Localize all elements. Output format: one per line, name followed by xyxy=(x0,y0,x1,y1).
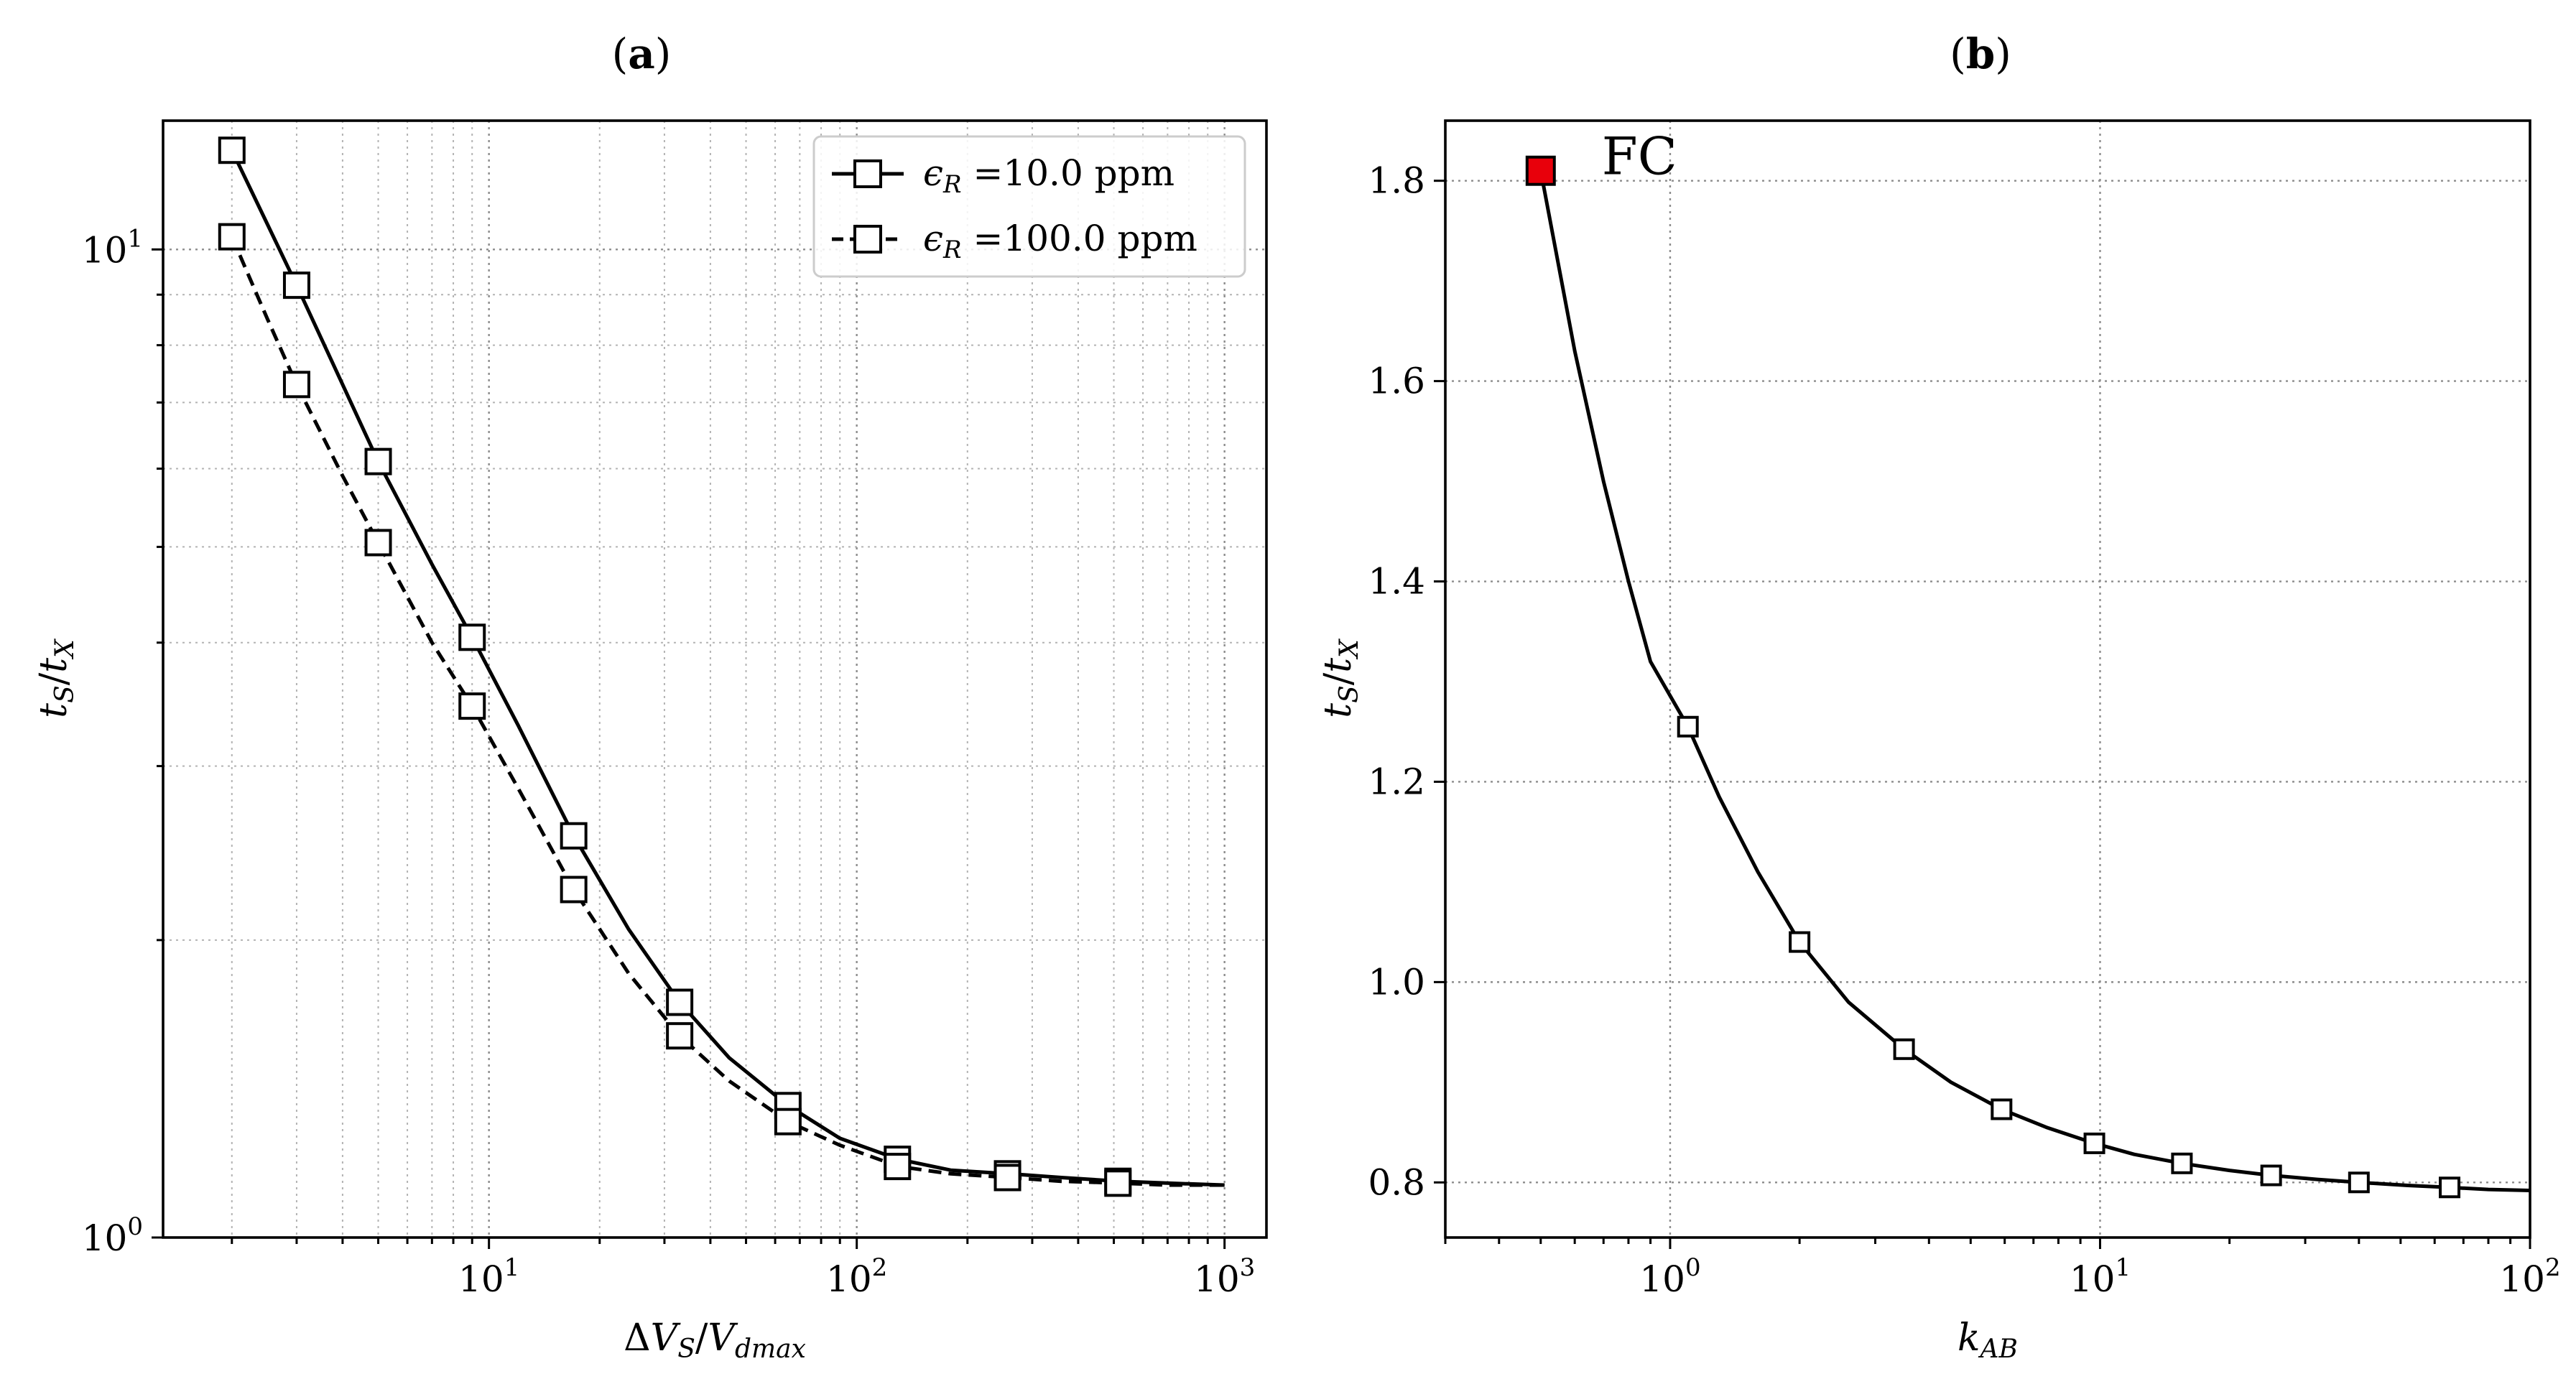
legend-label-eps10: ϵR =10.0 ppm xyxy=(923,152,1175,199)
panel-a-y-axis-label: tS/tX xyxy=(32,639,80,718)
data-point-eps10 xyxy=(666,988,694,1016)
data-point-eps100 xyxy=(774,1108,802,1136)
data-point-kab xyxy=(1789,931,1811,953)
fc-annotation: FC xyxy=(1602,126,1677,187)
data-point-eps100 xyxy=(993,1164,1021,1192)
y-tick-label: 1.4 xyxy=(1368,561,1425,603)
x-tick-label: 101 xyxy=(2070,1253,2131,1300)
panel-b: (b) 100 101 102 0.8 1.0 1.2 1.4 1.6 1.8 tS/tX kA… xyxy=(1317,29,2561,1364)
y-tick-label: 100 xyxy=(82,1212,143,1259)
panel-a-legend: ϵR =10.0 ppm ϵR =100.0 ppm xyxy=(812,135,1246,278)
legend-entry-eps100: ϵR =100.0 ppm xyxy=(832,218,1197,264)
panel-b-curves xyxy=(1539,170,2531,1192)
data-point-kab xyxy=(1893,1038,1915,1060)
data-point-eps100 xyxy=(282,371,310,399)
x-tick-label: 103 xyxy=(1194,1253,1255,1300)
data-point-kab xyxy=(2171,1152,2193,1174)
panel-b-y-axis-label: tS/tX xyxy=(1317,639,1364,718)
panel-a-ticks: 101 102 103 100 101 xyxy=(82,224,1256,1300)
data-point-kab xyxy=(2083,1132,2105,1154)
series-line-eps10 xyxy=(230,149,1225,1187)
panel-b-plot-frame xyxy=(1444,119,2531,1239)
panel-a-title: (a) xyxy=(612,29,672,78)
x-tick-label: 102 xyxy=(2499,1253,2560,1300)
panel-a-minor-grid xyxy=(163,121,1266,1238)
data-point-eps10 xyxy=(458,623,486,651)
data-point-eps10 xyxy=(218,136,246,164)
data-point-kab xyxy=(1677,715,1699,738)
data-point-eps10 xyxy=(282,271,310,300)
data-point-eps100 xyxy=(364,529,392,557)
legend-label-eps100: ϵR =100.0 ppm xyxy=(923,218,1197,264)
y-tick-label: 1.0 xyxy=(1368,961,1425,1003)
data-point-kab xyxy=(2348,1171,2370,1194)
data-point-eps100 xyxy=(1104,1169,1132,1197)
panel-a-title-letter: a xyxy=(628,29,655,78)
series-line-kab xyxy=(1539,170,2531,1192)
panel-b-title-letter: b xyxy=(1966,29,1996,78)
data-point-eps100 xyxy=(666,1022,694,1050)
x-tick-label: 101 xyxy=(458,1253,519,1300)
data-point-eps10 xyxy=(364,447,392,475)
panel-b-ticks: 100 101 102 0.8 1.0 1.2 1.4 1.6 1.8 xyxy=(1368,160,2560,1300)
x-tick-label: 102 xyxy=(826,1253,887,1300)
data-point-kab xyxy=(2439,1176,2461,1199)
data-point-kab xyxy=(1991,1098,2013,1120)
panel-a-curves xyxy=(230,149,1225,1187)
y-tick-label: 1.2 xyxy=(1368,761,1425,802)
data-point-eps100 xyxy=(884,1153,912,1181)
fc-highlight-point xyxy=(1525,155,1556,186)
data-point-kab xyxy=(2260,1164,2282,1187)
legend-marker-square xyxy=(853,225,882,254)
series-line-eps100 xyxy=(230,236,1225,1187)
x-tick-label: 100 xyxy=(1639,1253,1700,1300)
data-point-eps100 xyxy=(458,692,486,720)
data-point-eps100 xyxy=(218,223,246,251)
panel-a-plot-frame xyxy=(162,119,1268,1239)
data-point-eps10 xyxy=(560,822,588,850)
panel-b-markers xyxy=(1525,155,2461,1199)
panel-a-markers xyxy=(218,136,1132,1197)
panel-a: (a) 101 102 103 100 101 tS/tX ΔVS/Vdmax ϵR =… xyxy=(32,29,1268,1364)
legend-box xyxy=(812,135,1246,278)
y-tick-label: 0.8 xyxy=(1368,1161,1425,1203)
panel-b-grid xyxy=(1445,121,2531,1238)
data-point-eps100 xyxy=(560,876,588,904)
panel-a-x-axis-label: ΔVS/Vdmax xyxy=(624,1317,806,1364)
y-tick-label: 101 xyxy=(82,224,143,271)
panel-b-title: (b) xyxy=(1950,29,2011,78)
legend-marker-square xyxy=(853,159,882,188)
panel-b-x-axis-label: kAB xyxy=(1958,1317,2018,1364)
legend-entry-eps10: ϵR =10.0 ppm xyxy=(832,152,1175,199)
y-tick-label: 1.6 xyxy=(1368,361,1425,402)
y-tick-label: 1.8 xyxy=(1368,160,1425,202)
